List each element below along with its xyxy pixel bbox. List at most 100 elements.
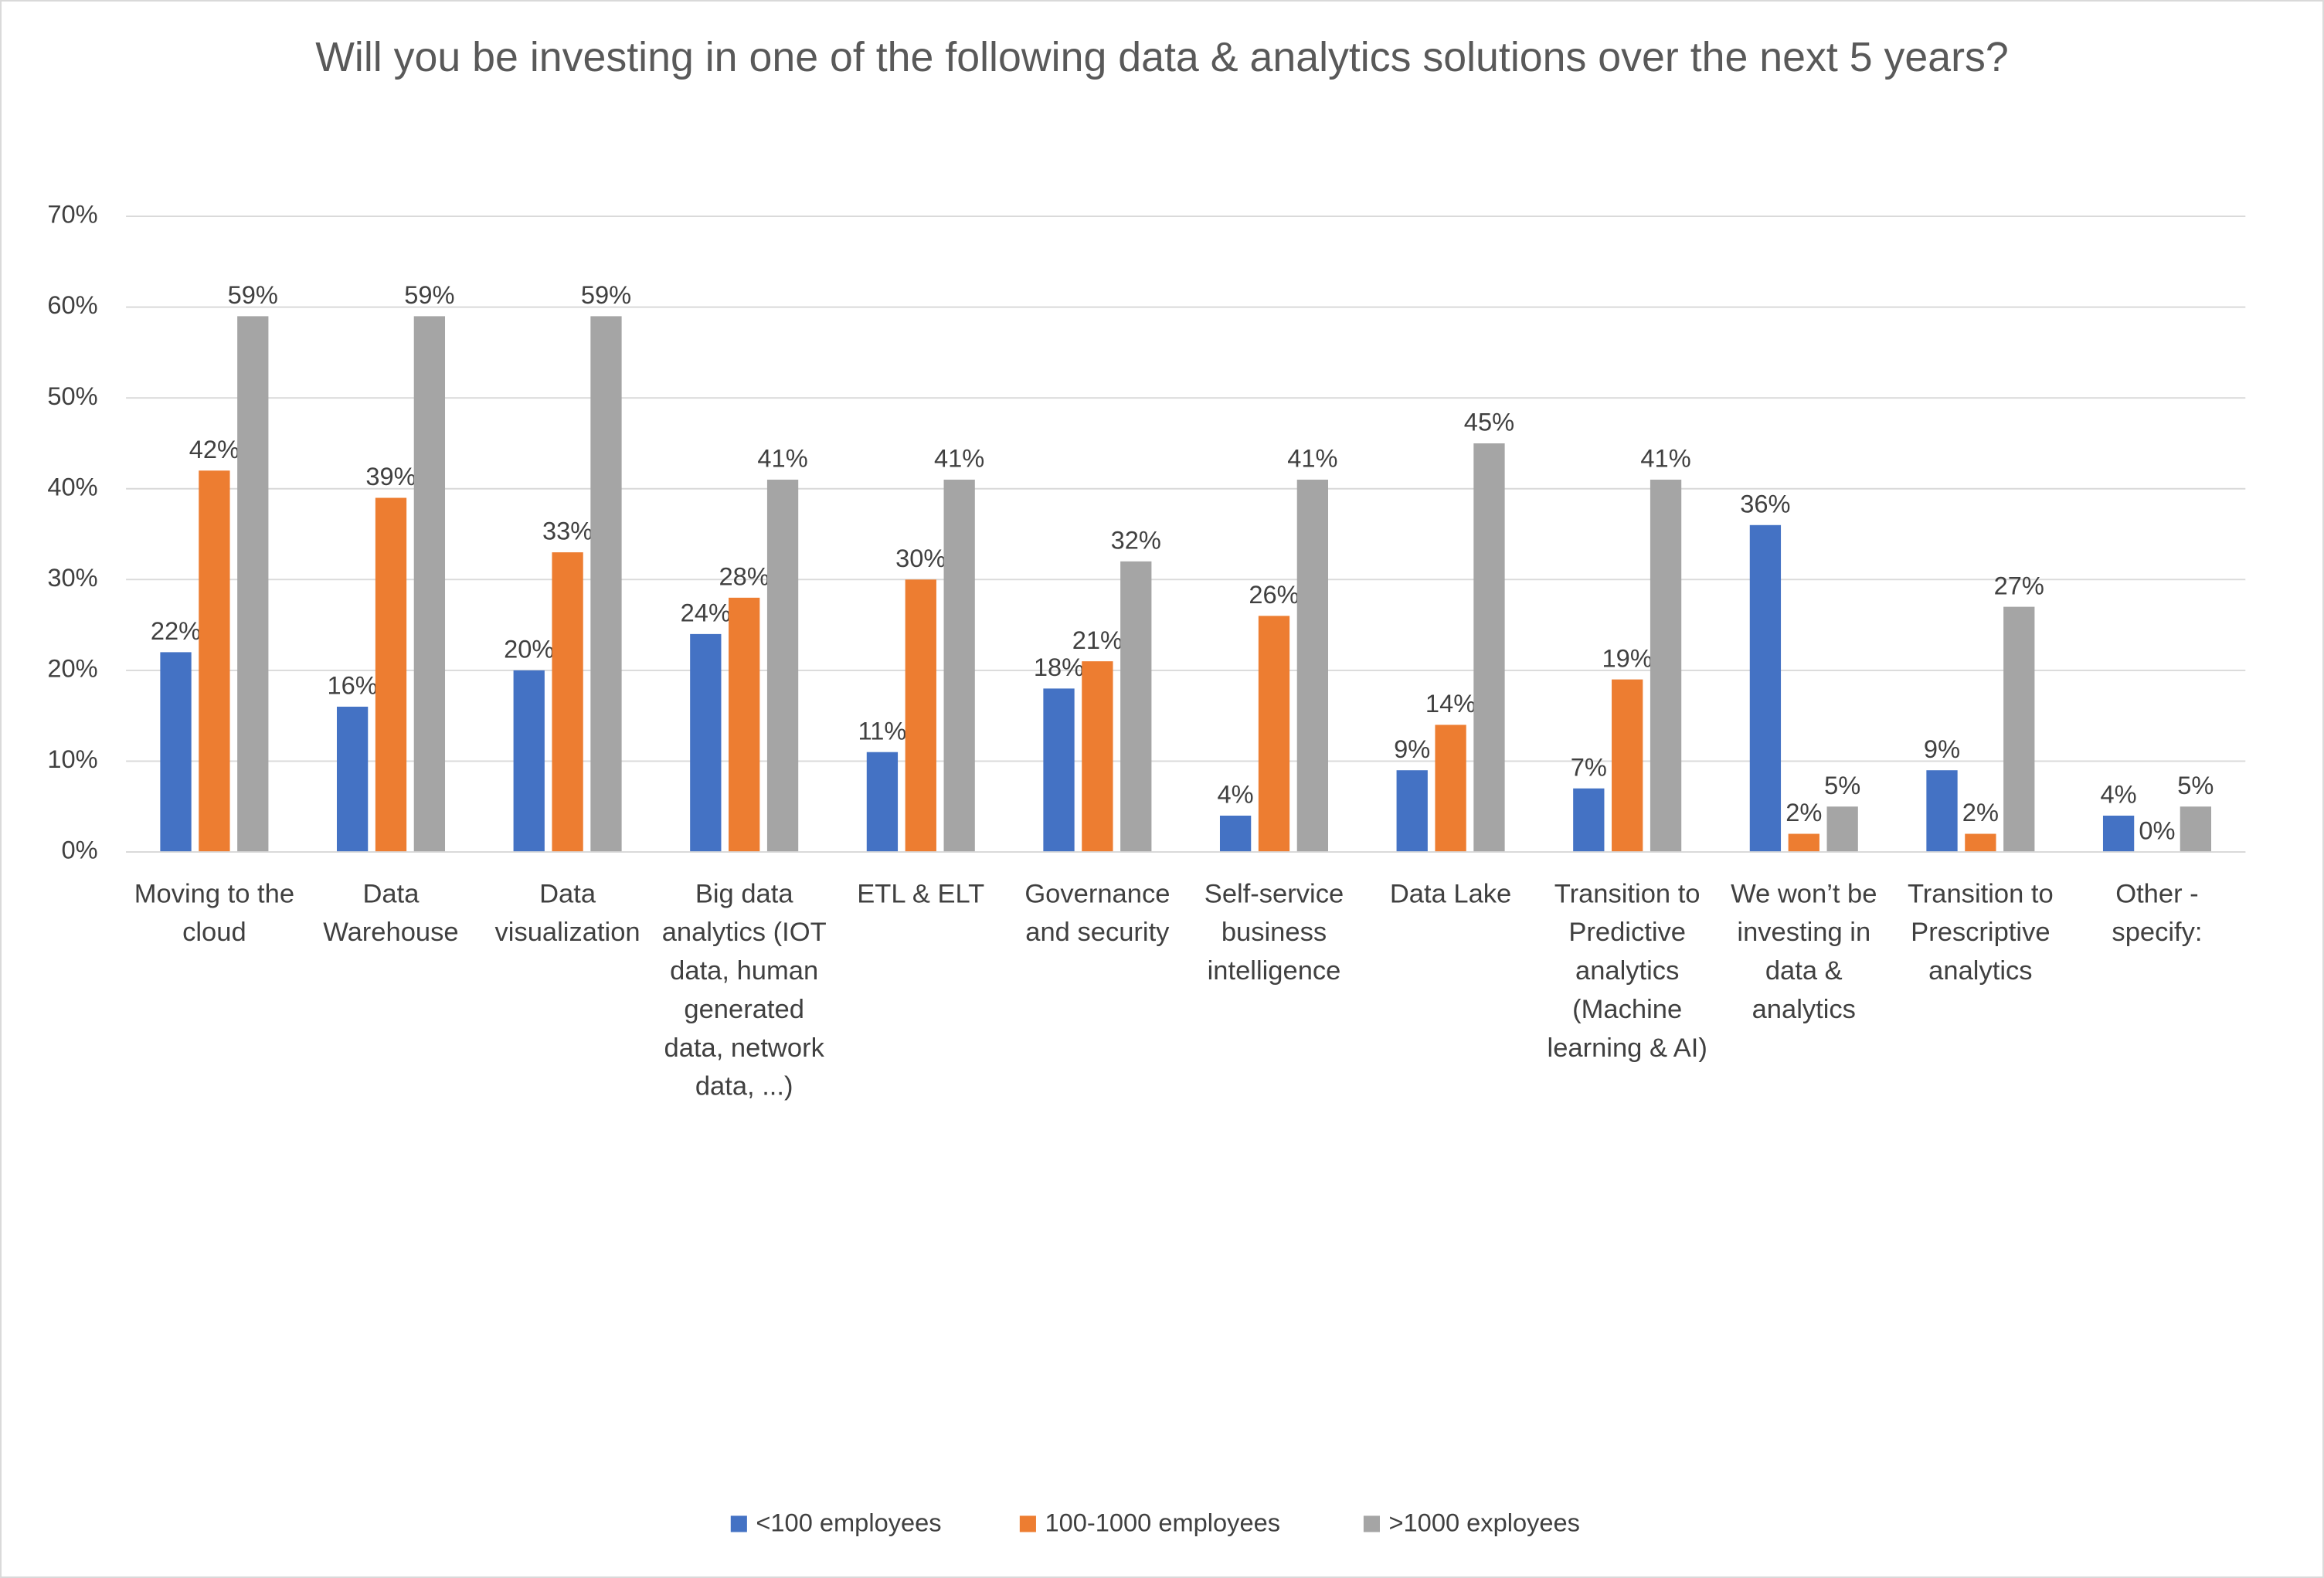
x-tick-label: Self-service business intelligence — [1204, 878, 1344, 986]
data-label: 19% — [1602, 643, 1653, 672]
bar — [336, 706, 369, 853]
bar — [1396, 770, 1428, 853]
x-tick-label: Data Lake — [1389, 878, 1512, 908]
bar — [1612, 679, 1643, 853]
data-label: 59% — [581, 280, 631, 309]
data-label: 41% — [1287, 444, 1337, 473]
x-label-box: Transition to Predictive analytics (Mach… — [1548, 879, 1707, 1063]
legend-label: <100 employees — [756, 1508, 941, 1537]
x-label-box: ETL & ELT — [857, 879, 984, 908]
x-label-box: Transition to Prescriptive analytics — [1907, 878, 2054, 986]
x-tick-label: Data visualization — [494, 878, 640, 947]
data-label: 26% — [1249, 580, 1299, 609]
bar — [1296, 480, 1329, 853]
data-label: 32% — [1111, 525, 1161, 554]
bar — [766, 480, 799, 853]
bar — [1965, 833, 1996, 853]
x-tick-label: Other - specify: — [2112, 878, 2203, 947]
y-tick-label: 0% — [62, 836, 98, 864]
bar — [729, 597, 760, 853]
bar — [1788, 833, 1819, 853]
data-label: 4% — [2101, 780, 2137, 809]
data-label: 33% — [542, 517, 593, 545]
data-label: 14% — [1425, 689, 1476, 718]
x-label-box: Moving to the cloud — [134, 878, 295, 947]
bar — [1082, 661, 1113, 853]
data-label: 9% — [1394, 735, 1430, 763]
bar — [1258, 616, 1290, 853]
bar — [1573, 788, 1605, 853]
data-label: 41% — [757, 444, 807, 473]
y-tick-label: 20% — [47, 654, 97, 683]
bar — [1473, 443, 1505, 853]
x-label-box: We won’t be investing in data & analytic… — [1731, 878, 1877, 1024]
bar — [1120, 561, 1152, 853]
data-label: 0% — [2139, 816, 2175, 845]
bar — [590, 316, 622, 853]
data-label: 39% — [365, 462, 416, 490]
bar — [513, 670, 545, 853]
x-tick-label: Governance and security — [1024, 878, 1170, 947]
data-label: 28% — [719, 562, 770, 591]
y-tick-label: 40% — [47, 472, 97, 501]
data-label: 36% — [1740, 489, 1790, 518]
data-label: 45% — [1464, 408, 1514, 436]
y-tick-label: 30% — [47, 563, 97, 592]
data-label: 5% — [2177, 771, 2214, 799]
data-label: 22% — [151, 616, 201, 645]
chart-title: Will you be investing in one of the foll… — [315, 34, 2009, 80]
data-label: 20% — [504, 635, 554, 663]
x-label-box: Governance and security — [1024, 878, 1170, 947]
data-label: 5% — [1824, 771, 1860, 799]
bar — [2180, 806, 2212, 853]
y-tick-label: 60% — [47, 290, 97, 319]
legend-swatch — [1363, 1515, 1380, 1532]
data-label: 59% — [228, 280, 278, 309]
bar — [943, 480, 975, 853]
bar — [2003, 606, 2035, 853]
bar — [866, 752, 899, 853]
data-label: 7% — [1571, 752, 1607, 781]
x-label-box: Data Lake — [1389, 878, 1512, 908]
bar — [2102, 816, 2135, 853]
bar — [1435, 725, 1466, 853]
x-tick-label: Moving to the cloud — [134, 878, 295, 947]
bar — [1219, 816, 1252, 853]
x-label-box: Big data analytics (IOT data, human gene… — [661, 878, 827, 1101]
data-label: 41% — [934, 444, 984, 473]
legend-swatch — [1019, 1515, 1036, 1532]
y-tick-label: 70% — [47, 200, 97, 229]
bar — [1826, 806, 1858, 853]
x-tick-label: We won’t be investing in data & analytic… — [1731, 878, 1877, 1024]
bar — [160, 652, 192, 853]
y-tick-label: 10% — [47, 745, 97, 773]
x-tick-label: Data Warehouse — [323, 878, 459, 947]
x-tick-label: Transition to Prescriptive analytics — [1907, 878, 2054, 986]
data-label: 59% — [404, 280, 454, 309]
data-label: 24% — [681, 599, 731, 627]
bar — [413, 316, 446, 853]
data-label: 4% — [1218, 780, 1254, 809]
x-label-box: Data visualization — [494, 878, 640, 947]
data-label: 2% — [1962, 798, 1999, 826]
x-label-box: Data Warehouse — [323, 878, 459, 947]
data-label: 16% — [327, 671, 377, 700]
x-tick-label: Big data analytics (IOT data, human gene… — [661, 878, 827, 1101]
data-label: 9% — [1924, 735, 1960, 763]
bar — [237, 316, 269, 853]
data-label: 41% — [1640, 444, 1690, 473]
x-label-box: Self-service business intelligence — [1204, 878, 1344, 986]
data-label: 27% — [1994, 571, 2044, 599]
legend-label: >1000 exployees — [1389, 1508, 1580, 1537]
data-label: 42% — [189, 435, 240, 463]
legend-label: 100-1000 employees — [1045, 1508, 1280, 1537]
bar — [1043, 688, 1075, 853]
data-label: 11% — [858, 716, 906, 745]
data-label: 18% — [1034, 653, 1084, 681]
bar — [552, 552, 583, 853]
bar — [1650, 480, 1682, 853]
y-tick-label: 50% — [47, 382, 97, 410]
bar — [375, 497, 407, 853]
